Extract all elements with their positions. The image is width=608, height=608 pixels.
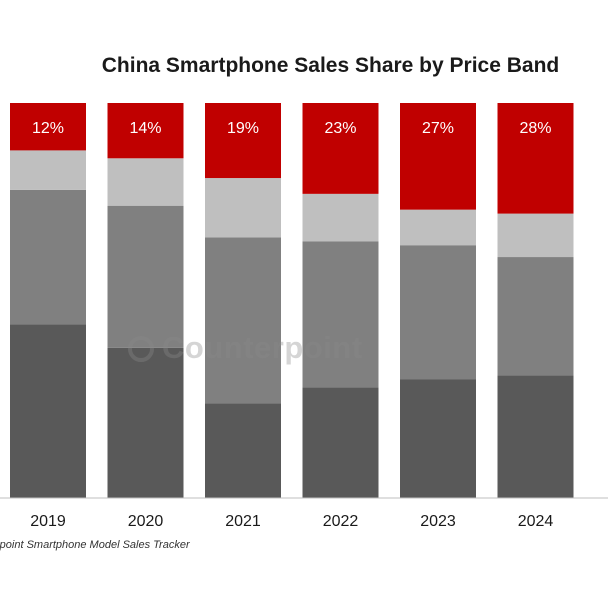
data-label-2021: 19% xyxy=(227,120,259,137)
bars-group xyxy=(10,103,574,498)
bar-segment-2021-3 xyxy=(205,103,281,179)
watermark-logo-icon xyxy=(128,336,154,362)
watermark-logo: Counterpoint xyxy=(128,330,363,366)
bar-segment-2021-0 xyxy=(205,403,281,498)
bar-segment-2022-2 xyxy=(302,193,379,242)
data-label-2024: 28% xyxy=(519,120,551,137)
bar-segment-2024-2 xyxy=(497,213,574,258)
x-tick-label-2020: 2020 xyxy=(128,513,164,530)
data-label-2020: 14% xyxy=(129,120,161,137)
bar-segment-2023-3 xyxy=(400,103,476,210)
bar-segment-2022-0 xyxy=(302,387,379,498)
bar-segment-2019-2 xyxy=(10,150,86,190)
bar-segment-2019-3 xyxy=(10,103,86,151)
bar-segment-2020-1 xyxy=(107,205,184,348)
chart-title: China Smartphone Sales Share by Price Ba… xyxy=(101,54,560,77)
bar-segment-2024-0 xyxy=(497,375,574,498)
bar-segment-2021-2 xyxy=(205,178,281,238)
bar-segment-2019-0 xyxy=(10,324,86,498)
x-tick-label-2024: 2024 xyxy=(518,513,554,530)
watermark-text: Counterpoint xyxy=(162,330,363,365)
x-tick-label-2019: 2019 xyxy=(30,513,66,530)
bar-segment-2019-1 xyxy=(10,189,86,325)
bar-segment-2023-1 xyxy=(400,245,476,380)
bar-segment-2020-3 xyxy=(107,103,184,159)
bar-segment-2023-2 xyxy=(400,209,476,246)
x-tick-label-2023: 2023 xyxy=(420,513,456,530)
data-label-2022: 23% xyxy=(324,120,356,137)
source-note: rpoint Smartphone Model Sales Tracker xyxy=(0,539,190,551)
bar-segment-2021-1 xyxy=(205,237,281,404)
labels-group: 12% 2019 14% 2020 19% 2021 23% 2022 27% 2023 28% 20… xyxy=(30,120,553,530)
bar-segment-2024-1 xyxy=(497,257,574,376)
x-tick-label-2022: 2022 xyxy=(323,513,359,530)
bar-segment-2022-3 xyxy=(302,103,379,194)
bar-segment-2022-1 xyxy=(302,241,379,388)
bar-segment-2020-0 xyxy=(107,347,184,498)
data-label-2019: 12% xyxy=(32,120,64,137)
x-tick-label-2021: 2021 xyxy=(225,513,261,530)
bar-segment-2023-0 xyxy=(400,379,476,498)
bar-segment-2024-3 xyxy=(497,103,574,214)
data-label-2023: 27% xyxy=(422,120,454,137)
bar-segment-2020-2 xyxy=(107,158,184,206)
